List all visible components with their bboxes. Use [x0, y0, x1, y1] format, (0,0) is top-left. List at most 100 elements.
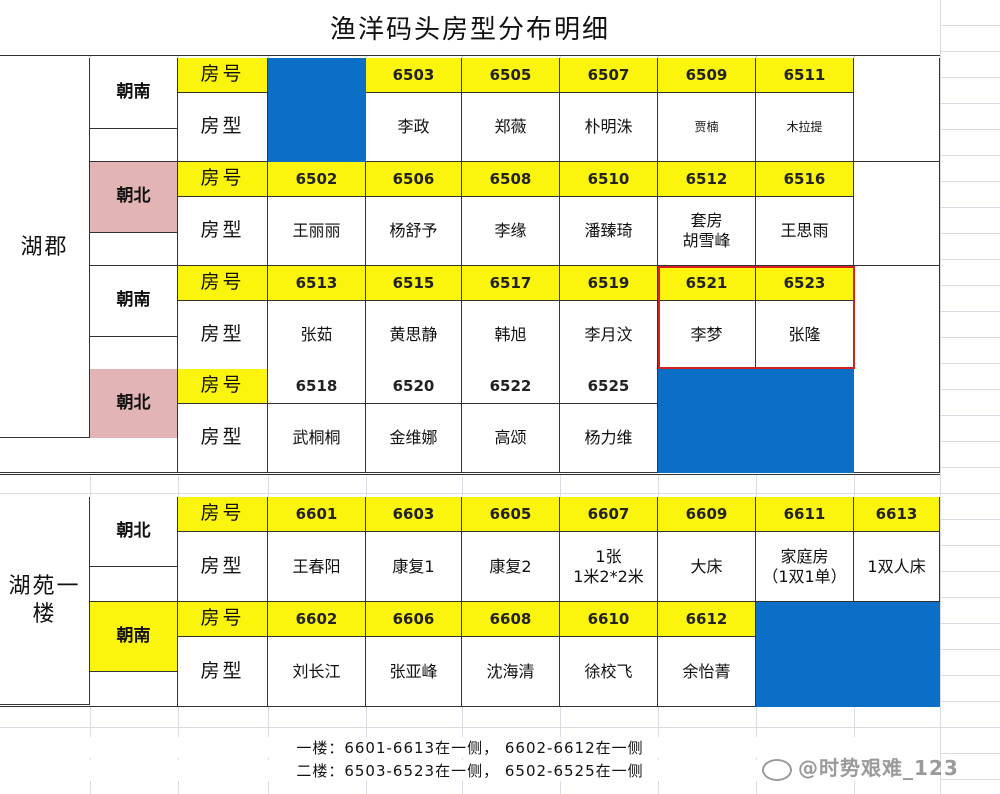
- room-type: 1双人床: [854, 532, 940, 602]
- room-type: 李梦: [658, 301, 756, 370]
- room-type: 沈海清: [462, 637, 560, 707]
- room-number: 6520: [366, 369, 462, 404]
- spacer-cell: [0, 438, 178, 473]
- room-type: 贾楠: [658, 93, 756, 162]
- room-number: 6611: [756, 497, 854, 532]
- room-type: 朴明洙: [560, 93, 658, 162]
- room-type-label: 房型: [178, 301, 268, 370]
- empty-cell: [854, 58, 940, 162]
- room-number: 6602: [268, 602, 366, 637]
- room-type: 康复1: [366, 532, 462, 602]
- watermark: @时势艰难_123: [762, 752, 959, 781]
- room-number: 6509: [658, 58, 756, 93]
- room-number: 6605: [462, 497, 560, 532]
- empty-cell: [854, 266, 940, 370]
- room-type-label: 房型: [178, 637, 268, 707]
- room-no-label: 房号: [178, 266, 268, 301]
- orientation-cell: 朝北: [90, 369, 178, 440]
- room-number: 6612: [658, 602, 756, 637]
- watermark-text: @时势艰难_123: [798, 756, 959, 780]
- room-number: 6510: [560, 162, 658, 197]
- room-type: 李缘: [462, 197, 560, 266]
- room-type-label: 房型: [178, 532, 268, 602]
- room-type: 徐校飞: [560, 637, 658, 707]
- room-no-label: 房号: [178, 369, 268, 404]
- room-type: 家庭房 （1双1单）: [756, 532, 854, 602]
- room-number: 6508: [462, 162, 560, 197]
- room-number: 6603: [366, 497, 462, 532]
- room-type: 1张 1米2*2米: [560, 532, 658, 602]
- room-type: 高颂: [462, 404, 560, 473]
- room-number: 6609: [658, 497, 756, 532]
- room-type: 杨力维: [560, 404, 658, 473]
- room-type: 李月汶: [560, 301, 658, 370]
- room-type: 套房 胡雪峰: [658, 197, 756, 266]
- room-type: 郑薇: [462, 93, 560, 162]
- room-number: 6511: [756, 58, 854, 93]
- room-type-label: 房型: [178, 404, 268, 473]
- orientation-spacer: [90, 672, 178, 707]
- room-type: 张隆: [756, 301, 854, 370]
- room-number: 6502: [268, 162, 366, 197]
- page-title: 渔洋码头房型分布明细: [0, 0, 940, 56]
- room-number: 6608: [462, 602, 560, 637]
- room-number: 6519: [560, 266, 658, 301]
- section-name: 湖郡: [0, 58, 90, 438]
- room-type: 韩旭: [462, 301, 560, 370]
- room-type: 王丽丽: [268, 197, 366, 266]
- room-type: 潘臻琦: [560, 197, 658, 266]
- room-number: 6512: [658, 162, 756, 197]
- room-number: 6606: [366, 602, 462, 637]
- room-no-label: 房号: [178, 58, 268, 93]
- room-number: 6516: [756, 162, 854, 197]
- room-type: 余怡菁: [658, 637, 756, 707]
- orientation-spacer: [90, 233, 178, 266]
- orientation-cell: 朝南: [90, 58, 178, 129]
- room-type: 王思雨: [756, 197, 854, 266]
- room-number: 6503: [366, 58, 462, 93]
- room-type: 张亚峰: [366, 637, 462, 707]
- highlight-box: [658, 266, 855, 369]
- room-number: 6522: [462, 369, 560, 404]
- room-number: 6513: [268, 266, 366, 301]
- room-number: 6525: [560, 369, 658, 404]
- room-number: 6505: [462, 58, 560, 93]
- blank-cell: [756, 602, 854, 707]
- room-number: 6523: [756, 266, 854, 301]
- room-type-label: 房型: [178, 197, 268, 266]
- room-number: 6607: [560, 497, 658, 532]
- room-number: 6517: [462, 266, 560, 301]
- note-first-floor: 一楼：6601-6613在一侧， 6602-6612在一侧: [0, 737, 940, 758]
- room-type: 武桐桐: [268, 404, 366, 473]
- blank-cell: [854, 602, 940, 707]
- blank-cell: [658, 369, 854, 473]
- room-type: 大床: [658, 532, 756, 602]
- room-type: 黄思静: [366, 301, 462, 370]
- room-number: 6515: [366, 266, 462, 301]
- room-type: 金维娜: [366, 404, 462, 473]
- sheet-column-line: [940, 0, 941, 794]
- section-name: 湖苑一楼: [0, 497, 90, 705]
- room-number: 6507: [560, 58, 658, 93]
- room-number: 6613: [854, 497, 940, 532]
- empty-cell: [854, 162, 940, 266]
- blank-cell: [268, 58, 366, 162]
- room-no-label: 房号: [178, 497, 268, 532]
- orientation-cell: 朝北: [90, 497, 178, 567]
- orientation-cell: 朝南: [90, 602, 178, 672]
- room-no-label: 房号: [178, 162, 268, 197]
- orientation-cell: 朝南: [90, 266, 178, 337]
- room-type: 李政: [366, 93, 462, 162]
- orientation-spacer: [90, 129, 178, 162]
- room-type: 康复2: [462, 532, 560, 602]
- room-type: 木拉提: [756, 93, 854, 162]
- room-type: 刘长江: [268, 637, 366, 707]
- room-number: 6610: [560, 602, 658, 637]
- room-type: 杨舒予: [366, 197, 462, 266]
- note-second-floor: 二楼：6503-6523在一侧， 6502-6525在一侧: [0, 760, 940, 781]
- room-number: 6506: [366, 162, 462, 197]
- orientation-spacer: [90, 337, 178, 370]
- room-number: 6601: [268, 497, 366, 532]
- empty-cell: [854, 369, 940, 473]
- orientation-spacer: [90, 567, 178, 602]
